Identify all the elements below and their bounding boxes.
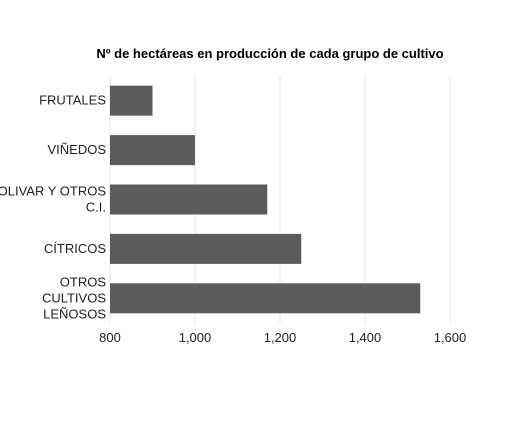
category-label: OLIVAR Y OTROS C.I. xyxy=(0,184,106,215)
category-label-line: C.I. xyxy=(86,200,106,215)
bar xyxy=(110,233,302,264)
x-tick-label: 1,000 xyxy=(179,330,212,345)
category-label-line: FRUTALES xyxy=(39,93,106,108)
category-label-line: CULTIVOS xyxy=(42,290,106,305)
grid-lines xyxy=(109,76,451,323)
bar xyxy=(110,283,421,314)
category-label-line: LEÑOSOS xyxy=(43,306,106,321)
category-label: CÍTRICOS xyxy=(44,241,106,256)
category-label: OTROS CULTIVOS LEÑOSOS xyxy=(42,274,106,321)
bar xyxy=(110,135,195,166)
bar xyxy=(110,85,153,116)
category-label-line: OLIVAR Y OTROS xyxy=(0,184,106,199)
x-tick-label: 1,400 xyxy=(349,330,382,345)
category-label: FRUTALES xyxy=(39,93,106,108)
bar xyxy=(110,184,268,215)
category-label-line: CÍTRICOS xyxy=(44,241,106,256)
chart-title: Nº de hectáreas en producción de cada gr… xyxy=(96,46,443,61)
x-tick-label: 1,600 xyxy=(434,330,467,345)
category-label-line: VIÑEDOS xyxy=(47,142,106,157)
x-axis-tick-labels: 800 1,000 1,200 1,400 1,600 xyxy=(99,330,466,345)
category-labels: FRUTALES VIÑEDOS OLIVAR Y OTROS C.I. CÍTRICO… xyxy=(0,93,106,322)
category-label: VIÑEDOS xyxy=(47,142,106,157)
x-tick-label: 1,200 xyxy=(264,330,297,345)
bars xyxy=(110,85,421,314)
category-label-line: OTROS xyxy=(60,274,107,289)
x-tick-label: 800 xyxy=(99,330,121,345)
